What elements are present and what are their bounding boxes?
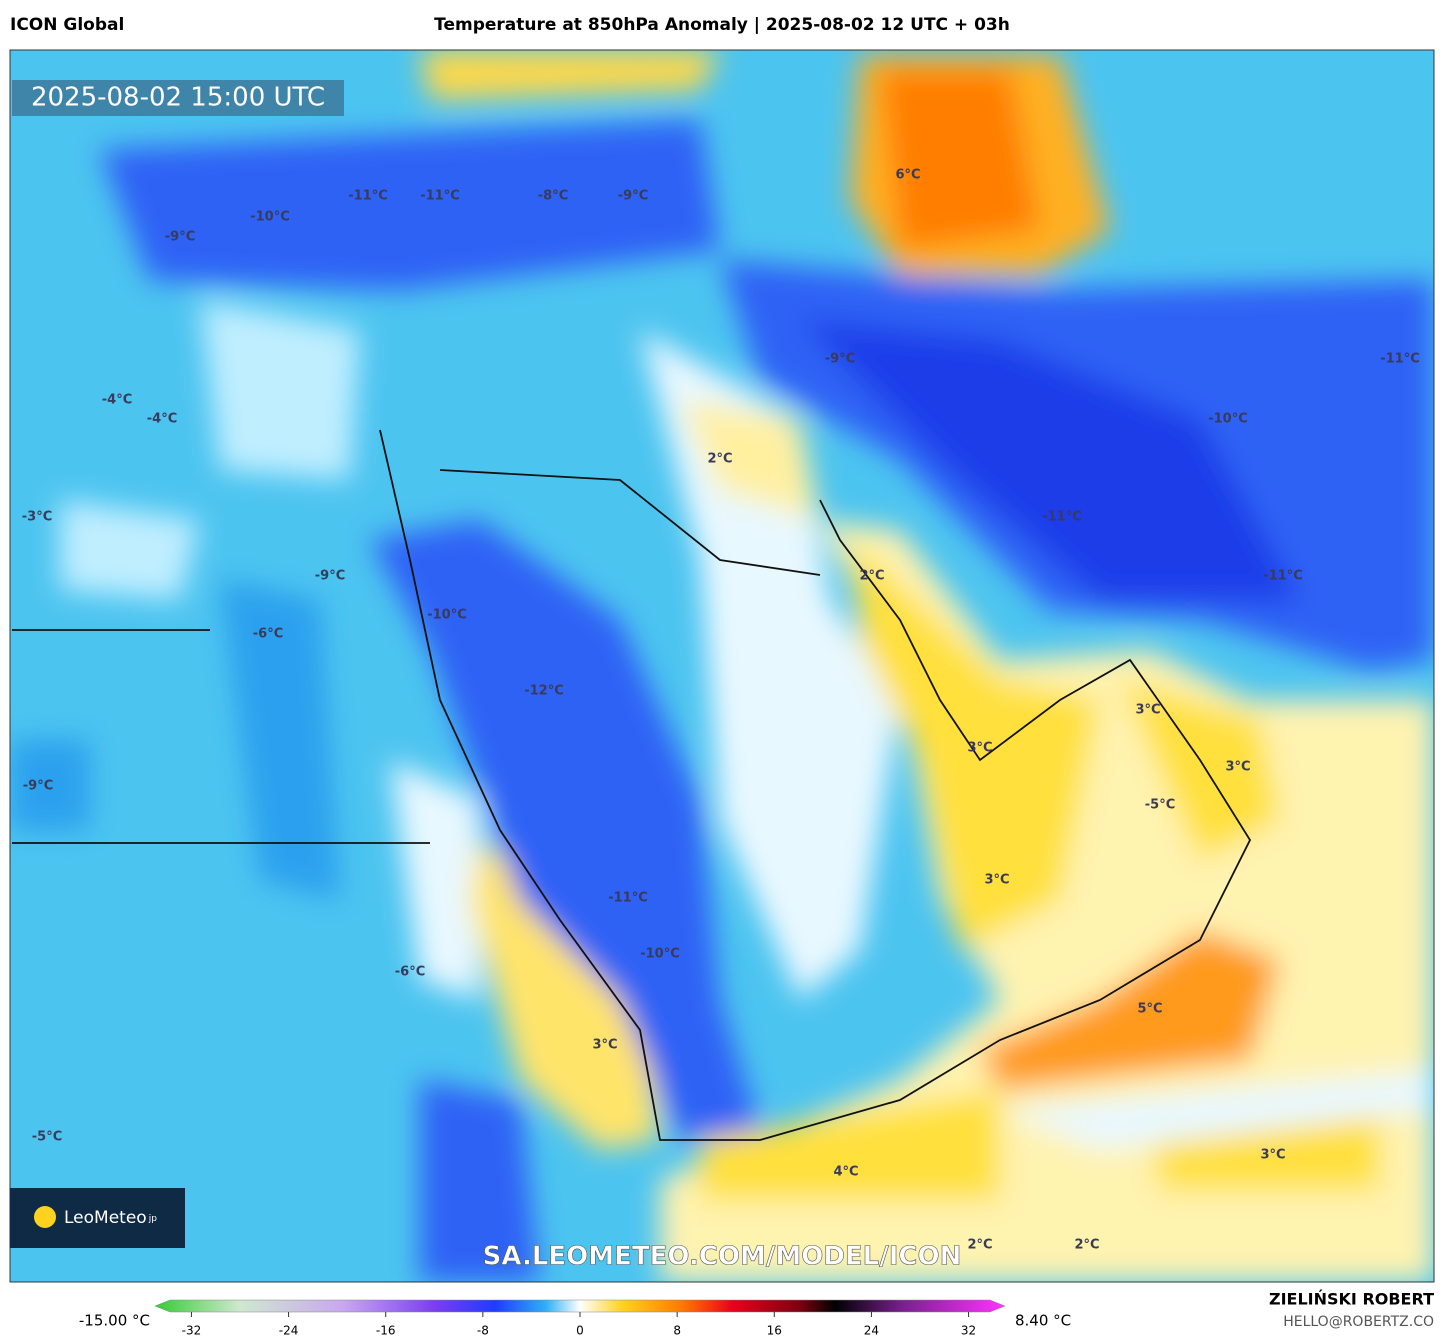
field [640, 330, 900, 1000]
colorbar-ticks: -32 -24 -16 -8 0 8 16 24 32 [182, 1312, 976, 1338]
field [100, 120, 720, 290]
author: ZIELIŃSKI ROBERT [1269, 1290, 1434, 1309]
colorbar-tick-label: -24 [279, 1324, 299, 1338]
map-label: -11°C [348, 189, 388, 204]
model-name: ICON Global [10, 15, 124, 35]
map-label: 5°C [1137, 1002, 1162, 1017]
colorbar-min: -15.00 °C [79, 1312, 150, 1330]
field [880, 70, 1040, 250]
colorbar-tick-label: 32 [961, 1324, 976, 1338]
field [470, 840, 660, 1150]
map-label: -6°C [395, 965, 425, 980]
map-label: -11°C [608, 891, 648, 906]
map-label: -9°C [315, 569, 345, 584]
map-label: -11°C [420, 189, 460, 204]
coastline [12, 429, 1252, 1141]
map-label: -6°C [253, 627, 283, 642]
map-label: 3°C [592, 1038, 617, 1053]
map-label: 2°C [859, 569, 884, 584]
anomaly-field [10, 50, 1434, 1282]
field [680, 400, 820, 520]
map-label: 6°C [895, 168, 920, 183]
map-frame [9, 49, 1435, 1283]
map-label: -11°C [1042, 510, 1082, 525]
map-label: 3°C [1135, 703, 1160, 718]
colorbar-tick-label: -8 [477, 1324, 489, 1338]
map-label: -5°C [1145, 798, 1175, 813]
map-labels: -9°C -10°C -11°C -11°C -8°C -9°C 6°C -9°C -11°C -… [22, 168, 1420, 1253]
field [390, 760, 480, 1000]
map-label: -10°C [1208, 412, 1248, 427]
colorbar-tick-label: 24 [864, 1324, 879, 1338]
map-label: 4°C [833, 1165, 858, 1180]
map-label: -9°C [825, 352, 855, 367]
logo-name: LeoMeteo [64, 1208, 147, 1228]
timestamp-box [12, 80, 344, 116]
field [980, 930, 1280, 1090]
field [60, 500, 200, 600]
field [420, 1080, 540, 1282]
map-label: -5°C [32, 1130, 62, 1145]
field [200, 300, 360, 480]
map-label: -11°C [1380, 352, 1420, 367]
map-label: 2°C [967, 1238, 992, 1253]
map-label: -9°C [165, 230, 195, 245]
map-label: -9°C [23, 779, 53, 794]
field [1000, 1070, 1434, 1150]
map-label: -12°C [524, 684, 564, 699]
map-label: -10°C [250, 210, 290, 225]
colorbar-tick-label: 8 [673, 1324, 681, 1338]
map-label: -3°C [22, 510, 52, 525]
colorbar-max: 8.40 °C [1015, 1312, 1071, 1330]
colorbar-tick-label: -16 [376, 1324, 396, 1338]
map-label: 2°C [707, 452, 732, 467]
timestamp: 2025-08-02 15:00 UTC [31, 83, 325, 113]
map-label: 3°C [984, 873, 1009, 888]
field [10, 740, 90, 830]
colorbar-tick-label: 0 [576, 1324, 584, 1338]
map-label: -10°C [427, 608, 467, 623]
map-label: 3°C [967, 741, 992, 756]
watermark: SA.LEOMETEO.COM/MODEL/ICON [483, 1242, 962, 1272]
map-label: -9°C [618, 189, 648, 204]
colorbar-tick-label: 16 [767, 1324, 782, 1338]
field [420, 50, 720, 100]
field [1120, 680, 1280, 860]
map-label: 3°C [1260, 1148, 1285, 1163]
chart-title: Temperature at 850hPa Anomaly | 2025-08-… [434, 15, 1010, 35]
map-label: -10°C [640, 947, 680, 962]
logo-sun [34, 1206, 56, 1228]
field [220, 580, 340, 900]
field [370, 520, 760, 1140]
colorbar-tick-label: -32 [182, 1324, 202, 1338]
map-label: 3°C [1225, 760, 1250, 775]
logo-text: LeoMeteo jp [64, 1208, 157, 1228]
colorbar [154, 1299, 1006, 1313]
field [850, 540, 1100, 950]
map-label: -11°C [1263, 569, 1303, 584]
map-label: -4°C [102, 393, 132, 408]
map-label: -4°C [147, 412, 177, 427]
contact: HELLO@ROBERTZ.CO [1283, 1314, 1434, 1330]
field [700, 1090, 1000, 1200]
logo-suffix: jp [148, 1214, 158, 1224]
map-label: -8°C [538, 189, 568, 204]
field [800, 320, 1300, 600]
map: -9°C -10°C -11°C -11°C -8°C -9°C 6°C -9°C -11°C -… [10, 50, 1434, 1282]
map-label: 2°C [1074, 1238, 1099, 1253]
